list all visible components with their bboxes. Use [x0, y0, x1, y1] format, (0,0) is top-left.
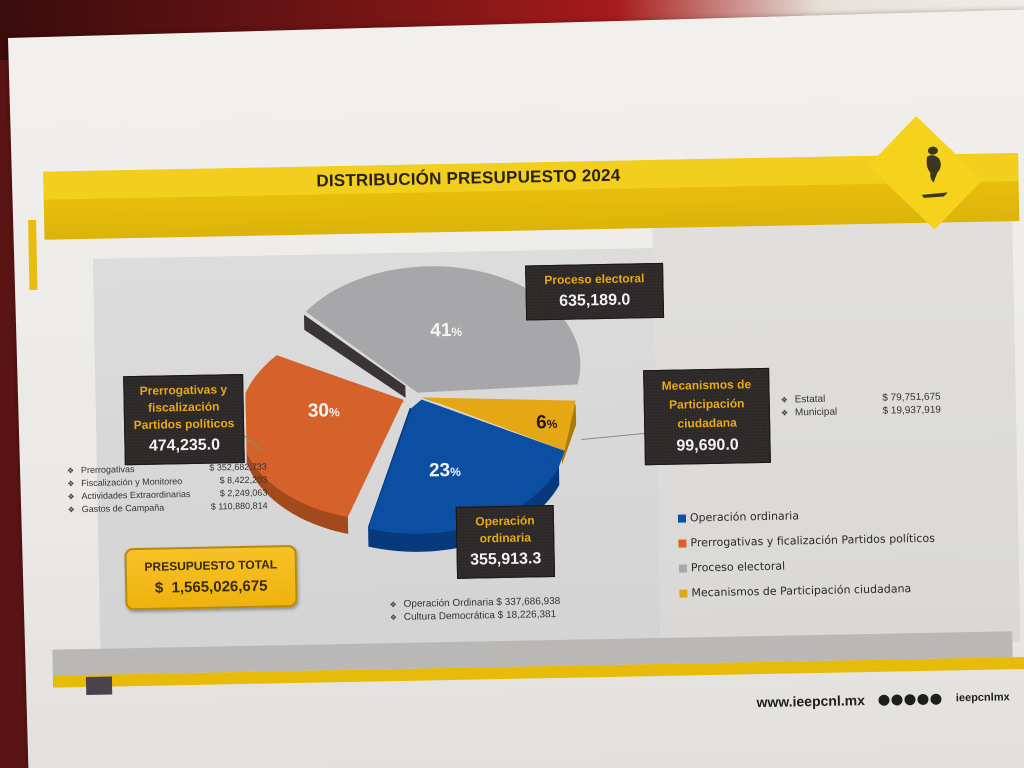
- tiktok-icon: [930, 693, 942, 705]
- total-budget-badge: PRESUPUESTO TOTAL $ 1,565,026,675: [124, 544, 298, 611]
- label-box-proceso-electoral: Proceso electoral 635,189.0: [525, 262, 665, 321]
- diamond-bullet-icon: ❖: [780, 408, 789, 418]
- label-box-prerrogativas: Prerrogativas y fiscalización Partidos p…: [123, 373, 245, 466]
- diamond-bullet-icon: ❖: [67, 479, 75, 489]
- chart-legend: Operación ordinaria Prerrogativas y fica…: [677, 501, 936, 606]
- pie-slice-operacion-ordinaria: [368, 407, 559, 534]
- diamond-bullet-icon: ❖: [66, 466, 75, 476]
- runner-diamond-icon: [921, 146, 948, 198]
- social-icons: [878, 693, 942, 706]
- diamond-bullet-icon: ❖: [389, 600, 397, 610]
- footer-handle: ieepcnlmx: [955, 691, 1010, 705]
- legend-item-mecanismos: Mecanismos de Participación ciudadana: [679, 576, 936, 606]
- instagram-icon: [878, 694, 890, 706]
- legend-swatch: [678, 538, 687, 548]
- legend-swatch: [679, 588, 688, 598]
- bottom-notch: [85, 676, 113, 696]
- label-box-mecanismos: Mecanismos de Participación ciudadana 99…: [643, 367, 771, 466]
- detail-list-mecanismos: ❖ Estatal $ 79,751,675 ❖ Municipal $ 19,937,…: [781, 391, 941, 420]
- slide: DISTRIBUCIÓN PRESUPUESTO 2024 41% 30% 23…: [28, 91, 1024, 720]
- youtube-icon: [917, 693, 929, 705]
- x-icon: [904, 693, 916, 705]
- pie-slice-proceso-electoral: [305, 266, 581, 393]
- footer-url: www.ieepcnl.mx: [756, 692, 866, 711]
- diamond-bullet-icon: ❖: [780, 395, 788, 405]
- legend-swatch: [677, 513, 687, 523]
- detail-list-operacion: ❖ Operación Ordinaria $ 337,686,938 ❖ Cult…: [389, 594, 589, 624]
- pie-slice-prerrogativas: [242, 355, 404, 517]
- diamond-bullet-icon: ❖: [389, 613, 398, 623]
- legend-swatch: [678, 563, 687, 573]
- diamond-bullet-icon: ❖: [67, 505, 75, 515]
- label-box-operacion-ordinaria: Operación ordinaria 355,913.3: [455, 505, 556, 579]
- pie-slice-mecanismos: [423, 397, 576, 451]
- diamond-bullet-icon: ❖: [67, 492, 75, 502]
- detail-list-prerrogativas: ❖ Prerrogativas $ 352,682,733 ❖ Fiscalizaci…: [67, 461, 268, 517]
- facebook-icon: [891, 693, 903, 706]
